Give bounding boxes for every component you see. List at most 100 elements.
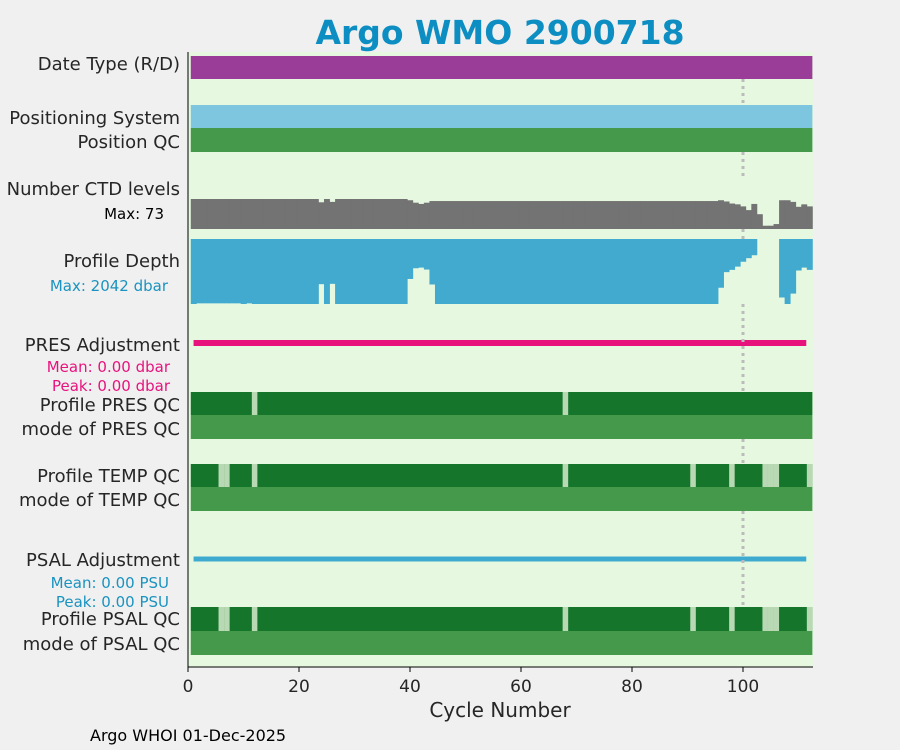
profile-depth-bar xyxy=(496,239,502,304)
profile-depth-bar xyxy=(640,239,647,304)
profile-depth-bar xyxy=(484,239,491,304)
ctd-levels-bar xyxy=(446,201,453,229)
ctd-levels-bar xyxy=(557,201,564,229)
ctd-levels-bar xyxy=(335,199,342,229)
mode-temp-qc-bar xyxy=(190,487,813,511)
profile-psal-qc-bar xyxy=(190,607,813,631)
ctd-levels-bar xyxy=(207,199,214,229)
profile-depth-bar xyxy=(323,239,330,304)
x-tick-label: 80 xyxy=(621,677,643,697)
ctd-levels-bar xyxy=(612,201,619,229)
ctd-levels-bar xyxy=(545,201,552,229)
annotation-psal-peak: Peak: 0.00 PSU xyxy=(56,593,169,611)
row-label-psal-adjustment: PSAL Adjustment xyxy=(26,550,180,571)
ctd-levels-bar xyxy=(246,199,253,229)
ctd-levels-bar xyxy=(362,199,369,229)
ctd-levels-bar xyxy=(540,201,547,229)
ctd-levels-bar xyxy=(634,201,641,229)
ctd-levels-bar xyxy=(496,201,502,229)
profile-depth-bar xyxy=(673,239,680,304)
profile-depth-bar xyxy=(385,239,391,304)
profile-depth-bar xyxy=(407,239,414,279)
profile-pres-qc-light-cycle xyxy=(251,392,258,415)
annotation-ctd-max: Max: 73 xyxy=(104,205,164,223)
ctd-levels-bar xyxy=(312,199,319,229)
x-tick-label: 20 xyxy=(288,677,310,697)
ctd-levels-bar xyxy=(640,201,647,229)
ctd-levels-bar xyxy=(529,201,536,229)
x-tick-label: 60 xyxy=(510,677,532,697)
ctd-levels-bar xyxy=(423,202,430,229)
ctd-levels-bar xyxy=(579,201,586,229)
profile-depth-bar xyxy=(579,239,586,304)
profile-depth-bar xyxy=(656,239,663,304)
ctd-levels-bar xyxy=(595,201,602,229)
ctd-levels-bar xyxy=(568,201,575,229)
profile-depth-bar xyxy=(551,239,558,304)
ctd-levels-bar xyxy=(507,201,514,229)
mode-psal-qc-bar xyxy=(190,631,813,655)
ctd-levels-bar xyxy=(562,201,569,229)
row-label-position-qc: Position QC xyxy=(77,132,180,153)
profile-temp-qc-light-cycle xyxy=(806,464,813,487)
ctd-levels-bar xyxy=(779,200,786,229)
profile-depth-bar xyxy=(340,239,347,304)
profile-depth-bar xyxy=(357,239,364,304)
profile-depth-bar xyxy=(545,239,552,304)
ctd-levels-bar xyxy=(201,199,208,229)
profile-depth-bar xyxy=(257,239,264,304)
ctd-levels-bar xyxy=(307,199,314,229)
profile-depth-bar xyxy=(240,239,247,304)
ctd-levels-bar xyxy=(224,199,231,229)
profile-depth-bar xyxy=(679,239,686,304)
ctd-levels-bar xyxy=(762,225,769,229)
profile-depth-bar xyxy=(507,239,514,304)
ctd-levels-bar xyxy=(473,201,480,229)
profile-depth-bar xyxy=(285,239,292,304)
profile-depth-bar xyxy=(429,239,436,285)
ctd-levels-bar xyxy=(457,201,464,229)
ctd-levels-bar xyxy=(501,201,508,229)
profile-depth-bar xyxy=(595,239,602,304)
ctd-levels-bar xyxy=(257,199,264,229)
profile-depth-bar xyxy=(362,239,369,304)
ctd-levels-bar xyxy=(668,201,675,229)
ctd-levels-bar xyxy=(323,199,330,229)
profile-depth-bar xyxy=(434,239,441,304)
ctd-levels-bar xyxy=(590,201,597,229)
profile-depth-bar xyxy=(251,239,258,304)
ctd-levels-bar xyxy=(346,199,353,229)
profile-depth-bar xyxy=(212,239,219,304)
profile-depth-bar xyxy=(462,239,469,304)
ctd-levels-bar xyxy=(396,199,403,229)
ctd-levels-bar xyxy=(773,224,780,229)
ctd-levels-bar xyxy=(407,200,414,229)
profile-psal-qc-light-cycle xyxy=(729,607,735,631)
ctd-levels-bar xyxy=(218,199,225,229)
profile-depth-bar xyxy=(401,239,408,304)
ctd-levels-bar xyxy=(790,201,797,229)
ctd-levels-bar xyxy=(274,199,280,229)
ctd-levels-bar xyxy=(607,201,613,229)
ctd-levels-bar xyxy=(784,200,791,229)
profile-depth-bar xyxy=(190,239,197,304)
ctd-levels-bar xyxy=(190,199,197,229)
profile-depth-bar xyxy=(573,239,580,304)
profile-depth-bar xyxy=(479,239,486,304)
profile-depth-bar xyxy=(723,239,730,273)
ctd-levels-bar xyxy=(729,203,736,229)
ctd-levels-bar xyxy=(523,201,530,229)
profile-pres-qc-light-cycle xyxy=(562,392,569,415)
ctd-levels-bar xyxy=(301,199,308,229)
ctd-levels-bar xyxy=(484,201,491,229)
profile-depth-bar xyxy=(695,239,702,304)
profile-temp-qc-light-cycle xyxy=(218,464,225,487)
profile-depth-bar xyxy=(196,239,203,304)
annotation-pres-mean: Mean: 0.00 dbar xyxy=(47,358,171,376)
ctd-levels-bar xyxy=(584,201,591,229)
profile-depth-bar xyxy=(423,239,430,270)
profile-depth-bar xyxy=(523,239,530,304)
profile-depth-bar xyxy=(645,239,652,304)
profile-depth-bar xyxy=(218,239,225,304)
ctd-levels-bar xyxy=(645,201,652,229)
